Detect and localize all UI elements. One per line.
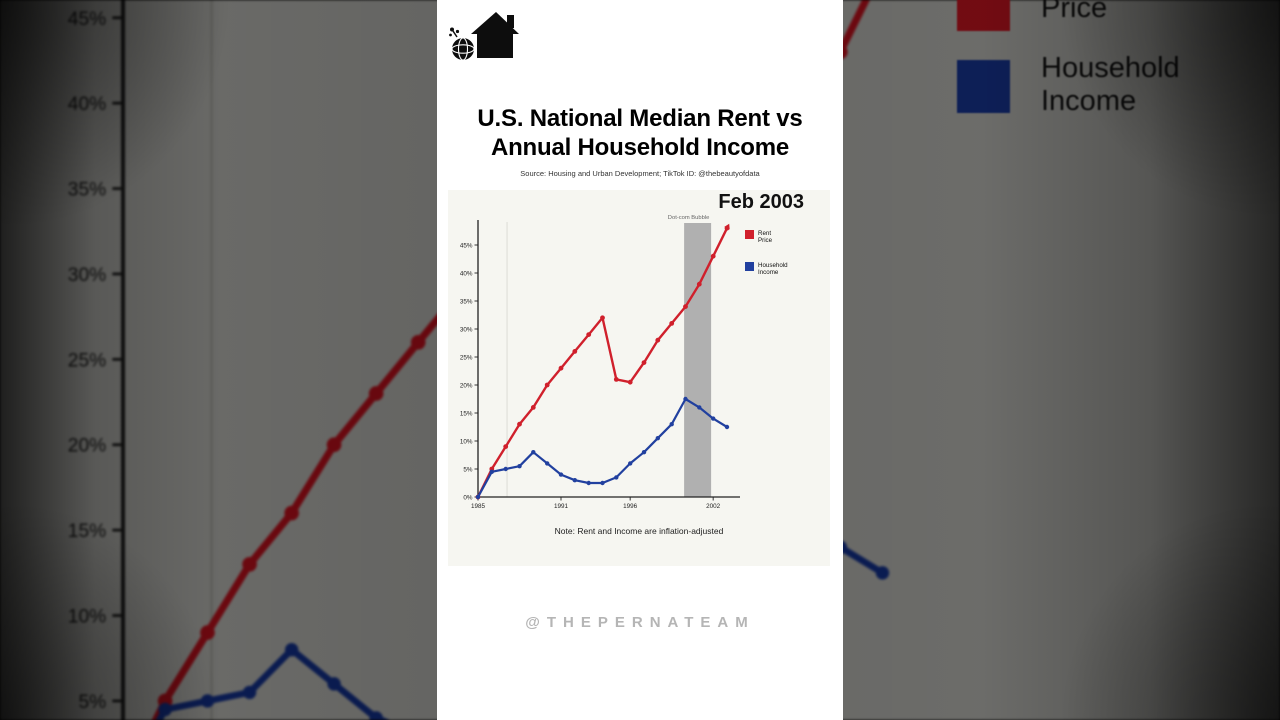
svg-text:2002: 2002 [706, 503, 721, 510]
globe-house-logo-icon [449, 12, 519, 61]
svg-text:20%: 20% [460, 382, 473, 389]
title-line-1: U.S. National Median Rent vs [477, 105, 803, 132]
title-line-2: Annual Household Income [490, 134, 790, 161]
svg-text:30%: 30% [460, 326, 473, 333]
svg-text:30%: 30% [68, 265, 106, 286]
brand-logo [449, 8, 521, 67]
svg-text:Household: Household [758, 262, 788, 269]
svg-text:10%: 10% [460, 438, 473, 445]
svg-text:35%: 35% [68, 180, 106, 201]
source-attribution: Source: Housing and Urban Development; T… [520, 169, 760, 178]
svg-text:35%: 35% [460, 298, 473, 305]
svg-text:40%: 40% [68, 94, 106, 115]
svg-text:1985: 1985 [471, 503, 486, 510]
svg-text:5%: 5% [463, 466, 473, 473]
page-title: U.S. National Median Rent vs Annual Hous… [437, 104, 843, 162]
svg-text:1996: 1996 [623, 503, 638, 510]
svg-text:25%: 25% [460, 354, 473, 361]
svg-text:Price: Price [758, 237, 773, 244]
svg-text:45%: 45% [68, 9, 106, 30]
svg-text:40%: 40% [460, 270, 473, 277]
chart-panel: Dot-com Bubble 0% 5% 10% 15% 20% 25% 30% 35% 40% 4… [448, 190, 830, 566]
svg-text:Dot-com Bubble: Dot-com Bubble [668, 215, 710, 221]
chart-note: Note: Rent and Income are inflation-adju… [554, 526, 724, 536]
current-date-label: Feb 2003 [718, 191, 804, 213]
svg-text:0%: 0% [463, 494, 473, 501]
svg-text:1991: 1991 [554, 503, 569, 510]
svg-text:25%: 25% [68, 350, 106, 371]
svg-text:45%: 45% [460, 242, 473, 249]
svg-text:20%: 20% [68, 436, 106, 457]
rent-income-chart: Dot-com Bubble 0% 5% 10% 15% 20% 25% 30% 35% 40% 4… [448, 190, 830, 566]
svg-text:Income: Income [758, 269, 779, 276]
svg-text:15%: 15% [460, 410, 473, 417]
svg-text:Rent: Rent [758, 230, 771, 237]
svg-text:15%: 15% [68, 521, 106, 542]
watermark: @THEPERNATEAM [525, 614, 755, 631]
svg-text:5%: 5% [78, 692, 106, 713]
svg-text:10%: 10% [68, 607, 106, 628]
video-content: U.S. National Median Rent vs Annual Hous… [437, 0, 843, 720]
